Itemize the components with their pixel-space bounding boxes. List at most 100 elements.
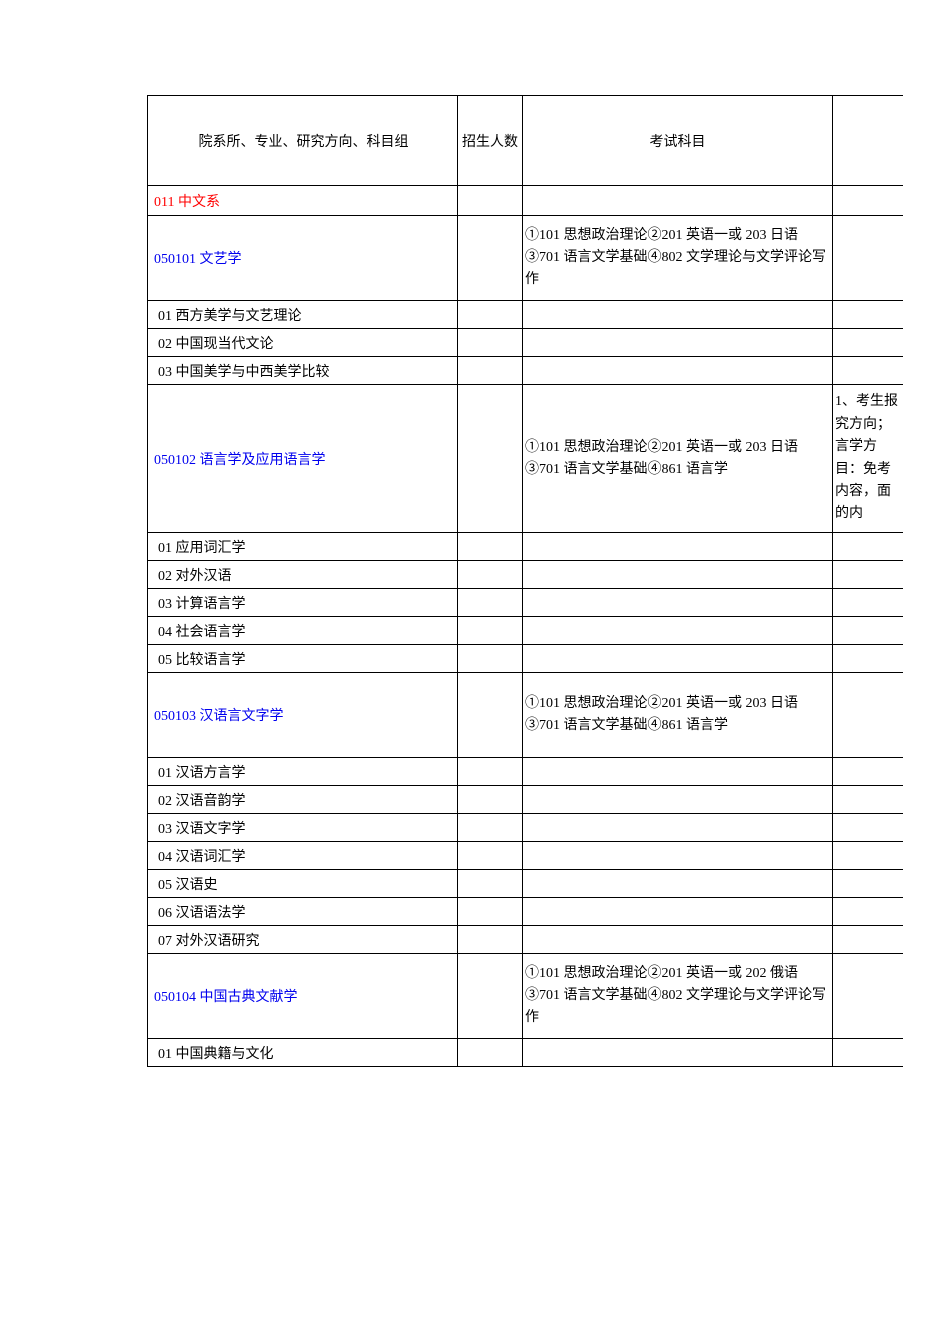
- subdirection-notes-cell: [833, 561, 903, 589]
- subdirection-enrollment-cell: [458, 645, 523, 673]
- subdirection-notes-cell: [833, 870, 903, 898]
- subdirection-row: 02 对外汉语: [148, 561, 903, 589]
- subdirection-label: 03 计算语言学: [148, 589, 458, 617]
- subdirection-enrollment-cell: [458, 329, 523, 357]
- subdirection-row: 05 汉语史: [148, 870, 903, 898]
- subdirection-notes-cell: [833, 533, 903, 561]
- subdirection-row: 03 计算语言学: [148, 589, 903, 617]
- major-enrollment-cell: [458, 216, 523, 301]
- major-exam-cell: ①101 思想政治理论②201 英语一或 203 日语③701 语言文学基础④8…: [523, 216, 833, 301]
- subdirection-exam-cell: [523, 617, 833, 645]
- subdirection-enrollment-cell: [458, 617, 523, 645]
- subdirection-row: 03 中国美学与中西美学比较: [148, 357, 903, 385]
- subdirection-enrollment-cell: [458, 870, 523, 898]
- major-code-label[interactable]: 050102 语言学及应用语言学: [148, 385, 458, 533]
- subdirection-notes-cell: [833, 617, 903, 645]
- subdirection-notes-cell: [833, 898, 903, 926]
- subdirection-row: 01 汉语方言学: [148, 758, 903, 786]
- major-code-label[interactable]: 050103 汉语言文字学: [148, 673, 458, 758]
- major-row: 050103 汉语言文字学 ①101 思想政治理论②201 英语一或 203 日语…: [148, 673, 903, 758]
- subdirection-enrollment-cell: [458, 533, 523, 561]
- department-exam-cell: [523, 186, 833, 216]
- subdirection-exam-cell: [523, 329, 833, 357]
- subdirection-enrollment-cell: [458, 926, 523, 954]
- subdirection-label: 03 汉语文字学: [148, 814, 458, 842]
- subdirection-exam-cell: [523, 758, 833, 786]
- subdirection-row: 05 比较语言学: [148, 645, 903, 673]
- department-enrollment-cell: [458, 186, 523, 216]
- subdirection-notes-cell: [833, 814, 903, 842]
- subdirection-row: 04 汉语词汇学: [148, 842, 903, 870]
- subdirection-label: 02 中国现当代文论: [148, 329, 458, 357]
- subdirection-row: 04 社会语言学: [148, 617, 903, 645]
- subdirection-row: 01 应用词汇学: [148, 533, 903, 561]
- subdirection-label: 01 西方美学与文艺理论: [148, 301, 458, 329]
- subdirection-notes-cell: [833, 758, 903, 786]
- subdirection-enrollment-cell: [458, 589, 523, 617]
- subdirection-label: 01 中国典籍与文化: [148, 1039, 458, 1067]
- department-row: 011 中文系: [148, 186, 903, 216]
- subdirection-notes-cell: [833, 1039, 903, 1067]
- department-notes-cell: [833, 186, 903, 216]
- subdirection-notes-cell: [833, 926, 903, 954]
- major-exam-cell: ①101 思想政治理论②201 英语一或 202 俄语③701 语言文学基础④8…: [523, 954, 833, 1039]
- subdirection-row: 02 中国现当代文论: [148, 329, 903, 357]
- subdirection-enrollment-cell: [458, 561, 523, 589]
- major-notes-cell: [833, 216, 903, 301]
- subdirection-enrollment-cell: [458, 357, 523, 385]
- subdirection-exam-cell: [523, 870, 833, 898]
- major-code-label[interactable]: 050104 中国古典文献学: [148, 954, 458, 1039]
- subdirection-label: 03 中国美学与中西美学比较: [148, 357, 458, 385]
- subdirection-notes-cell: [833, 786, 903, 814]
- subdirection-exam-cell: [523, 814, 833, 842]
- subdirection-label: 07 对外汉语研究: [148, 926, 458, 954]
- subdirection-row: 01 中国典籍与文化: [148, 1039, 903, 1067]
- department-label: 011 中文系: [148, 186, 458, 216]
- subdirection-enrollment-cell: [458, 1039, 523, 1067]
- table-header-row: 院系所、专业、研究方向、科目组 招生人数 考试科目: [148, 96, 903, 186]
- subdirection-exam-cell: [523, 1039, 833, 1067]
- subdirection-label: 01 应用词汇学: [148, 533, 458, 561]
- major-code-label[interactable]: 050101 文艺学: [148, 216, 458, 301]
- major-enrollment-cell: [458, 954, 523, 1039]
- major-exam-cell: ①101 思想政治理论②201 英语一或 203 日语③701 语言文学基础④8…: [523, 673, 833, 758]
- subdirection-exam-cell: [523, 898, 833, 926]
- subdirection-exam-cell: [523, 301, 833, 329]
- subdirection-label: 04 社会语言学: [148, 617, 458, 645]
- subdirection-enrollment-cell: [458, 301, 523, 329]
- subdirection-label: 02 汉语音韵学: [148, 786, 458, 814]
- subdirection-exam-cell: [523, 926, 833, 954]
- subdirection-notes-cell: [833, 589, 903, 617]
- subdirection-exam-cell: [523, 842, 833, 870]
- header-department-major: 院系所、专业、研究方向、科目组: [148, 96, 458, 186]
- major-row: 050101 文艺学 ①101 思想政治理论②201 英语一或 203 日语③70…: [148, 216, 903, 301]
- majors-body: 050101 文艺学 ①101 思想政治理论②201 英语一或 203 日语③70…: [148, 216, 903, 1067]
- subdirection-row: 01 西方美学与文艺理论: [148, 301, 903, 329]
- subdirection-exam-cell: [523, 645, 833, 673]
- subdirection-enrollment-cell: [458, 842, 523, 870]
- major-enrollment-cell: [458, 673, 523, 758]
- subdirection-label: 02 对外汉语: [148, 561, 458, 589]
- subdirection-notes-cell: [833, 645, 903, 673]
- header-notes: [833, 96, 903, 186]
- subdirection-notes-cell: [833, 357, 903, 385]
- subdirection-row: 02 汉语音韵学: [148, 786, 903, 814]
- major-notes-cell: [833, 673, 903, 758]
- catalog-table: 院系所、专业、研究方向、科目组 招生人数 考试科目 011 中文系 050101…: [147, 95, 903, 1067]
- subdirection-row: 03 汉语文字学: [148, 814, 903, 842]
- subdirection-label: 06 汉语语法学: [148, 898, 458, 926]
- subdirection-row: 06 汉语语法学: [148, 898, 903, 926]
- subdirection-label: 05 汉语史: [148, 870, 458, 898]
- subdirection-exam-cell: [523, 561, 833, 589]
- subdirection-exam-cell: [523, 357, 833, 385]
- subdirection-exam-cell: [523, 786, 833, 814]
- major-enrollment-cell: [458, 385, 523, 533]
- major-notes-cell: [833, 954, 903, 1039]
- subdirection-enrollment-cell: [458, 786, 523, 814]
- major-row: 050102 语言学及应用语言学 ①101 思想政治理论②201 英语一或 203…: [148, 385, 903, 533]
- major-exam-cell: ①101 思想政治理论②201 英语一或 203 日语③701 语言文学基础④8…: [523, 385, 833, 533]
- major-notes-cell: 1、考生报究方向；言学方目：免考内容，面的内: [833, 385, 903, 533]
- subdirection-enrollment-cell: [458, 898, 523, 926]
- subdirection-label: 05 比较语言学: [148, 645, 458, 673]
- subdirection-exam-cell: [523, 533, 833, 561]
